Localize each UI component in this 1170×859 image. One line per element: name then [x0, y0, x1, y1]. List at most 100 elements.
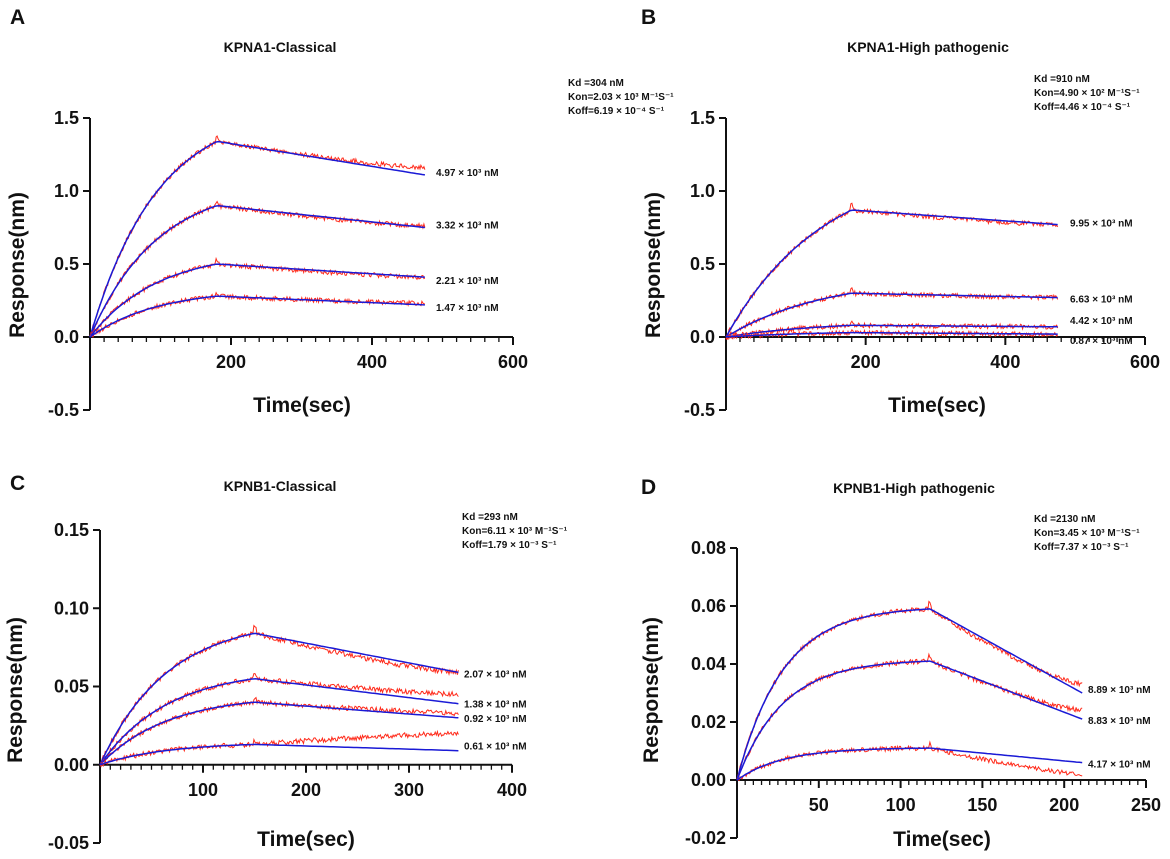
raw-data-trace	[99, 673, 459, 766]
fit-curve	[99, 701, 459, 766]
x-tick-label: 400	[990, 352, 1020, 372]
x-tick-label: 400	[497, 780, 527, 800]
panel-c: C KPNB1-Classical Kd =293 nM Kon=6.11 × …	[4, 472, 568, 853]
x-tick-label: 200	[216, 352, 246, 372]
y-tick-label: 0.15	[54, 520, 89, 540]
fit-curve	[89, 205, 425, 338]
raw-data-trace	[99, 729, 459, 768]
x-tick-label: 600	[1130, 352, 1160, 372]
panel-title: KPNA1-Classical	[224, 39, 337, 55]
y-tick-label: 0.0	[690, 327, 715, 347]
concentration-label: 0.92 × 10³ nM	[464, 714, 527, 725]
kinetics-annotation: Kd =304 nM Kon=2.03 × 10³ M⁻¹S⁻¹ Koff=6.…	[568, 78, 674, 117]
fit-curve	[736, 747, 1083, 781]
x-tick-label: 200	[851, 352, 881, 372]
kinetics-annotation: Kd =2130 nM Kon=3.45 × 10³ M⁻¹S⁻¹ Koff=7…	[1034, 514, 1140, 553]
plot-area: -0.05 0.00 0.05 0.10 0.15 100 200 300 400 2.07 × …	[48, 520, 527, 853]
concentration-label: 8.83 × 10³ nM	[1088, 716, 1151, 727]
y-tick-label: 0.02	[691, 712, 726, 732]
raw-data-trace	[736, 600, 1083, 779]
panel-d: D KPNB1-High pathogenic Kd =2130 nM Kon=…	[640, 476, 1161, 851]
x-tick-label: 200	[1049, 795, 1079, 815]
x-axis-title: Time(sec)	[893, 828, 991, 851]
x-axis-title: Time(sec)	[257, 828, 355, 851]
plot-area: -0.5 0.0 0.5 1.0 1.5 200 400 600 4.97 × 10³ nM 3.…	[48, 108, 528, 420]
concentration-label: 8.89 × 10³ nM	[1088, 685, 1151, 696]
x-tick-label: 100	[886, 795, 916, 815]
kinetics-annotation: Kd =910 nM Kon=4.90 × 10² M⁻¹S⁻¹ Koff=4.…	[1034, 74, 1140, 113]
raw-data-trace	[99, 696, 459, 766]
x-axis-title: Time(sec)	[888, 394, 986, 417]
panel-title: KPNA1-High pathogenic	[847, 39, 1009, 55]
koff-annotation: Koff=6.19 × 10⁻⁴ S⁻¹	[568, 106, 665, 117]
concentration-label: 1.38 × 10³ nM	[464, 700, 527, 711]
concentration-label: 2.21 × 10³ nM	[436, 276, 499, 287]
panel-a: A KPNA1-Classical Kd =304 nM Kon=2.03 × …	[6, 6, 674, 420]
y-tick-label: 0.5	[690, 254, 715, 274]
concentration-label: 0.87 × 10³ nM	[1070, 336, 1133, 347]
kon-annotation: Kon=4.90 × 10² M⁻¹S⁻¹	[1034, 88, 1140, 99]
panel-title: KPNB1-High pathogenic	[833, 480, 995, 496]
concentration-label: 1.47 × 10³ nM	[436, 303, 499, 314]
kon-annotation: Kon=6.11 × 10³ M⁻¹S⁻¹	[462, 526, 568, 537]
fit-curve	[725, 209, 1058, 338]
fit-curve	[89, 140, 426, 338]
panel-letter: A	[10, 6, 25, 29]
y-tick-label: 1.5	[690, 108, 715, 128]
y-tick-label: 1.0	[690, 181, 715, 201]
x-tick-label: 250	[1131, 795, 1161, 815]
y-tick-label: 0.05	[54, 677, 89, 697]
y-tick-label: 0.08	[691, 538, 726, 558]
kd-annotation: Kd =2130 nM	[1034, 514, 1095, 525]
kd-annotation: Kd =304 nM	[568, 78, 624, 89]
x-axis-title: Time(sec)	[253, 394, 351, 417]
y-tick-label: 0.04	[691, 654, 726, 674]
y-tick-label: 1.0	[54, 181, 79, 201]
concentration-label: 0.61 × 10³ nM	[464, 742, 527, 753]
koff-annotation: Koff=1.79 × 10⁻³ S⁻¹	[462, 540, 557, 551]
fit-curve	[725, 324, 1058, 338]
concentration-label: 9.95 × 10³ nM	[1070, 219, 1133, 230]
y-tick-label: 0.10	[54, 598, 89, 618]
panel-letter: B	[641, 6, 656, 29]
raw-data-trace	[725, 202, 1059, 340]
fit-curve	[99, 678, 459, 766]
x-tick-label: 50	[809, 795, 829, 815]
kinetics-annotation: Kd =293 nM Kon=6.11 × 10³ M⁻¹S⁻¹ Koff=1.…	[462, 512, 568, 551]
koff-annotation: Koff=7.37 × 10⁻³ S⁻¹	[1034, 542, 1129, 553]
koff-annotation: Koff=4.46 × 10⁻⁴ S⁻¹	[1034, 102, 1131, 113]
kon-annotation: Kon=3.45 × 10³ M⁻¹S⁻¹	[1034, 528, 1140, 539]
y-tick-label: -0.05	[48, 833, 89, 853]
concentration-label: 2.07 × 10³ nM	[464, 669, 527, 680]
fit-curve	[99, 743, 459, 766]
concentration-label: 3.32 × 10³ nM	[436, 221, 499, 232]
panel-b: B KPNA1-High pathogenic Kd =910 nM Kon=4…	[641, 6, 1160, 420]
fit-curve	[89, 263, 425, 338]
fit-curve	[736, 660, 1083, 781]
y-tick-label: 0.06	[691, 596, 726, 616]
x-tick-label: 150	[967, 795, 997, 815]
fit-curve	[725, 292, 1058, 338]
y-axis-title: Response(nm)	[6, 192, 29, 338]
y-tick-label: 0.00	[691, 770, 726, 790]
raw-data-trace	[99, 624, 459, 766]
fit-curve	[736, 608, 1083, 781]
panel-title: KPNB1-Classical	[224, 478, 337, 494]
fit-curve	[725, 331, 1058, 338]
y-tick-label: 0.5	[54, 254, 79, 274]
y-tick-label: -0.02	[685, 828, 726, 848]
fit-curve	[89, 295, 425, 338]
concentration-label: 4.42 × 10³ nM	[1070, 316, 1133, 327]
x-tick-label: 200	[291, 780, 321, 800]
plot-area: -0.5 0.0 0.5 1.0 1.5 200 400 600 9.95 × 10³ nM 6.…	[684, 108, 1160, 420]
panel-letter: C	[10, 472, 25, 495]
fit-curve	[99, 632, 459, 766]
x-tick-label: 600	[498, 352, 528, 372]
y-axis-title: Response(nm)	[4, 617, 27, 763]
x-tick-label: 300	[394, 780, 424, 800]
panel-letter: D	[641, 476, 656, 499]
y-axis-title: Response(nm)	[642, 192, 665, 338]
raw-data-trace	[736, 740, 1083, 782]
y-tick-label: -0.5	[684, 400, 715, 420]
